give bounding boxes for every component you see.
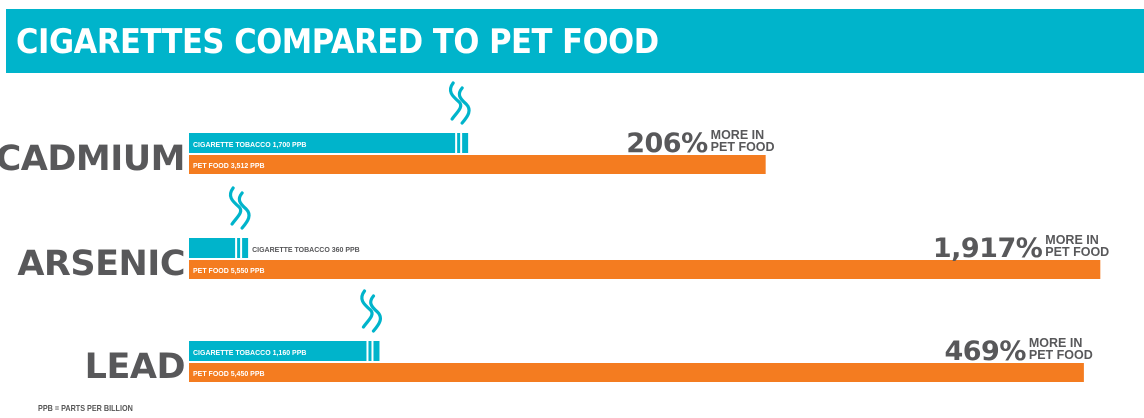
smoke-icon: [448, 81, 471, 125]
cigarette-filter-line: [455, 133, 458, 153]
pet-food-value-label: PET FOOD 5,550 PPB: [193, 268, 265, 275]
percent-annotation: 206%: [626, 128, 708, 159]
category-label-lead: LEAD: [85, 347, 185, 387]
cigarette-value-label: CIGARETTE TOBACCO 1,700 PPB: [193, 142, 306, 149]
title-banner: CIGARETTES COMPARED TO PET FOOD: [6, 9, 1144, 73]
annotation-more-in: MORE IN: [1029, 336, 1082, 350]
pet-food-bar-cadmium: [189, 155, 766, 174]
cigarette-filter-line: [240, 238, 243, 258]
pet-food-value-label: PET FOOD 5,450 PPB: [193, 371, 265, 378]
cigarette-bar-arsenic: [189, 238, 249, 258]
cigarette-bar-lead: [189, 341, 380, 361]
category-label-arsenic: ARSENIC: [17, 244, 185, 284]
cigarette-filter-line: [371, 341, 374, 361]
cigarette-value-label: CIGARETTE TOBACCO 1,160 PPB: [193, 350, 306, 357]
cigarette-filter-line: [235, 238, 238, 258]
cigarette-filter-line: [460, 133, 463, 153]
annotation-pet-food: PET FOOD: [711, 140, 775, 154]
pet-food-bar-lead: [189, 363, 1084, 382]
footnote: PPB = PARTS PER BILLION: [38, 403, 133, 413]
cigarette-filter-line: [366, 341, 369, 361]
annotation-pet-food: PET FOOD: [1029, 348, 1093, 362]
smoke-icon: [228, 186, 251, 230]
annotation-more-in: MORE IN: [711, 128, 764, 142]
cigarette-value-label: CIGARETTE TOBACCO 360 PPB: [252, 247, 360, 254]
percent-annotation: 1,917%: [933, 233, 1043, 264]
cigarette-bar-cadmium: [189, 133, 469, 153]
smoke-icon: [360, 289, 383, 333]
percent-annotation: 469%: [944, 336, 1026, 367]
pet-food-value-label: PET FOOD 3,512 PPB: [193, 163, 265, 170]
annotation-pet-food: PET FOOD: [1045, 245, 1109, 259]
pet-food-bar-arsenic: [189, 260, 1101, 279]
page-title: CIGARETTES COMPARED TO PET FOOD: [16, 22, 659, 62]
category-label-cadmium: CADMIUM: [0, 139, 185, 179]
annotation-more-in: MORE IN: [1045, 233, 1098, 247]
